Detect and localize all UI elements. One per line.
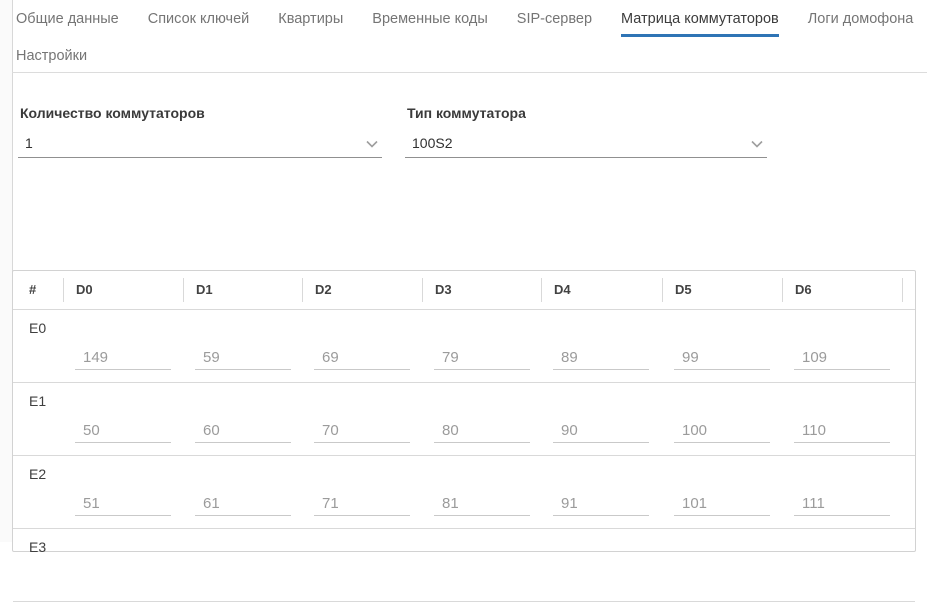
row-label: E2 (29, 466, 47, 482)
matrix-row-e3: E3 (13, 529, 915, 602)
switch-count-value: 1 (25, 135, 33, 151)
matrix-input-e1-d2[interactable] (314, 421, 410, 443)
matrix-input-e0-d5[interactable] (674, 348, 770, 370)
column-header-cut (902, 278, 915, 302)
switch-matrix-card: # D0 D1 D2 D3 D4 D5 D6 E0 E1 E2 (12, 270, 916, 602)
matrix-input-e1-d3[interactable] (434, 421, 530, 443)
tab-intercom-logs[interactable]: Логи домофона (807, 11, 914, 27)
matrix-input-e0-d1[interactable] (195, 348, 291, 370)
tab-bar-row2: Настройки (16, 47, 87, 74)
column-header-d2: D2 (302, 278, 422, 302)
tab-general-data[interactable]: Общие данные (16, 11, 119, 27)
switch-type-value-row[interactable]: 100S2 (405, 132, 767, 158)
matrix-input-e1-d5[interactable] (674, 421, 770, 443)
tabs-divider (12, 72, 927, 73)
switch-count-select: Количество коммутаторов 1 (18, 105, 382, 158)
row-label: E0 (29, 320, 47, 336)
matrix-input-e1-d4[interactable] (553, 421, 649, 443)
matrix-input-e0-d3[interactable] (434, 348, 530, 370)
tab-bar: Общие данные Список ключей Квартиры Врем… (16, 10, 913, 37)
tab-key-list[interactable]: Список ключей (147, 11, 250, 27)
tab-temporary-codes[interactable]: Временные коды (372, 11, 488, 27)
matrix-input-e2-d5[interactable] (674, 494, 770, 516)
tab-apartments[interactable]: Квартиры (278, 11, 344, 27)
column-header-d6: D6 (782, 278, 902, 302)
switch-count-label: Количество коммутаторов (20, 105, 205, 121)
matrix-row-e2: E2 (13, 456, 915, 529)
switch-type-label: Тип коммутатора (407, 105, 526, 121)
row-label: E1 (29, 393, 47, 409)
matrix-input-e0-d2[interactable] (314, 348, 410, 370)
matrix-input-e2-d0[interactable] (75, 494, 171, 516)
switch-type-value: 100S2 (412, 135, 453, 151)
column-header-index: # (29, 282, 37, 297)
matrix-input-e2-d1[interactable] (195, 494, 291, 516)
matrix-input-e1-d6[interactable] (794, 421, 890, 443)
switch-count-value-row[interactable]: 1 (18, 132, 382, 158)
column-header-d3: D3 (422, 278, 541, 302)
tab-settings[interactable]: Настройки (16, 48, 88, 64)
chevron-down-icon (365, 137, 379, 151)
row-label: E3 (29, 539, 47, 555)
tab-sip-server[interactable]: SIP-сервер (516, 11, 593, 27)
matrix-input-e0-d6[interactable] (794, 348, 890, 370)
matrix-row-e0: E0 (13, 310, 915, 383)
chevron-down-icon (750, 137, 764, 151)
matrix-row-e1: E1 (13, 383, 915, 456)
matrix-input-e2-d4[interactable] (553, 494, 649, 516)
matrix-header-row: # D0 D1 D2 D3 D4 D5 D6 (13, 271, 915, 310)
matrix-input-e2-d2[interactable] (314, 494, 410, 516)
switch-type-select: Тип коммутатора 100S2 (405, 105, 767, 158)
column-header-d5: D5 (662, 278, 782, 302)
column-header-d4: D4 (541, 278, 662, 302)
matrix-input-e1-d1[interactable] (195, 421, 291, 443)
column-header-d1: D1 (183, 278, 302, 302)
column-header-d0: D0 (63, 278, 183, 302)
matrix-input-e2-d3[interactable] (434, 494, 530, 516)
matrix-input-e0-d4[interactable] (553, 348, 649, 370)
matrix-input-e0-d0[interactable] (75, 348, 171, 370)
matrix-input-e1-d0[interactable] (75, 421, 171, 443)
tab-switch-matrix[interactable]: Матрица коммутаторов (621, 10, 779, 37)
matrix-input-e2-d6[interactable] (794, 494, 890, 516)
